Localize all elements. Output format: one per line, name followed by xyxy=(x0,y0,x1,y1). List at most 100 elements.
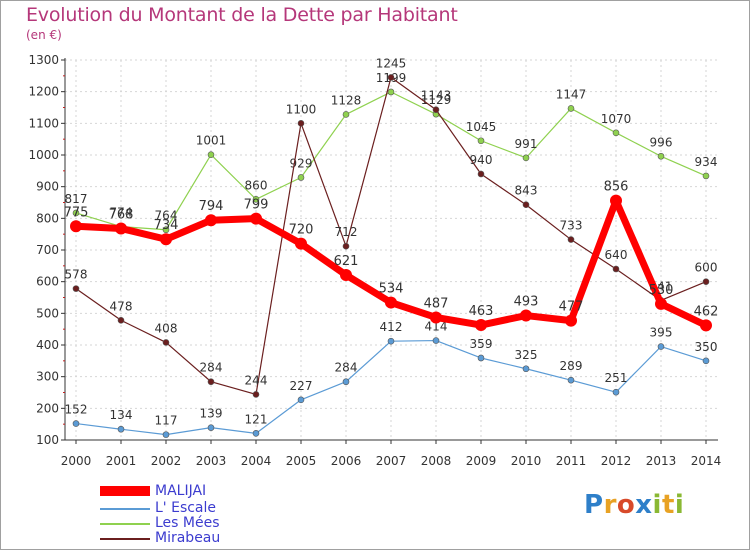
data-label-malijai: 463 xyxy=(469,304,494,319)
data-label-l-escale: 251 xyxy=(605,371,628,385)
logo-letter: i xyxy=(652,490,662,520)
y-tick-label: 1300 xyxy=(28,53,59,67)
data-point-mirabeau xyxy=(342,242,350,250)
data-label-malijai: 462 xyxy=(694,304,719,319)
data-point-l-escale xyxy=(162,431,170,438)
y-tick-label: 200 xyxy=(36,401,59,415)
data-point-l-escale xyxy=(612,388,620,396)
data-label-les-m-es: 1070 xyxy=(601,112,632,126)
x-tick-label: 2000 xyxy=(61,454,92,468)
data-label-l-escale: 325 xyxy=(515,348,538,362)
data-point-l-escale xyxy=(297,396,305,404)
data-label-malijai: 487 xyxy=(424,296,449,311)
x-tick-label: 2006 xyxy=(331,454,362,468)
data-label-l-escale: 227 xyxy=(290,379,313,393)
data-point-malijai xyxy=(70,220,82,233)
y-tick-label: 700 xyxy=(36,243,59,257)
data-point-malijai xyxy=(160,233,172,246)
data-point-mirabeau xyxy=(72,285,80,292)
data-point-malijai xyxy=(520,309,532,322)
data-point-l-escale xyxy=(117,425,125,433)
logo-letter: r xyxy=(603,490,617,520)
data-point-malijai xyxy=(475,319,487,332)
data-point-les-m-es xyxy=(657,152,665,160)
data-point-l-escale xyxy=(207,424,215,431)
data-point-les-m-es xyxy=(522,154,530,162)
legend-label-l-escale: L' Escale xyxy=(155,500,217,516)
data-point-les-m-es xyxy=(162,226,170,234)
data-label-l-escale: 359 xyxy=(470,337,493,351)
data-label-mirabeau: 1245 xyxy=(376,56,407,70)
chart-title: Evolution du Montant de la Dette par Hab… xyxy=(26,4,458,26)
y-tick-label: 400 xyxy=(36,338,59,352)
data-point-les-m-es xyxy=(387,88,395,96)
data-label-malijai: 621 xyxy=(334,254,359,269)
y-tick-label: 500 xyxy=(36,306,59,320)
data-point-l-escale xyxy=(657,343,665,350)
data-label-malijai: 493 xyxy=(514,295,539,310)
data-label-mirabeau: 940 xyxy=(470,153,493,167)
data-label-mirabeau: 578 xyxy=(65,268,88,282)
data-label-mirabeau: 244 xyxy=(245,373,268,387)
data-point-les-m-es xyxy=(342,111,350,118)
logo-letter: i xyxy=(674,490,685,520)
data-label-malijai: 794 xyxy=(199,199,224,214)
data-point-les-m-es xyxy=(702,172,710,180)
data-point-malijai xyxy=(250,212,262,225)
x-tick-label: 2012 xyxy=(601,454,632,468)
data-label-malijai: 775 xyxy=(64,205,89,220)
data-label-mirabeau: 1143 xyxy=(421,89,452,103)
data-label-malijai: 799 xyxy=(244,198,269,213)
x-tick-label: 2009 xyxy=(466,454,497,468)
x-tick-label: 2010 xyxy=(511,454,542,468)
data-label-l-escale: 414 xyxy=(425,320,448,334)
logo-letter: x xyxy=(635,490,653,520)
data-point-malijai xyxy=(700,319,712,332)
y-tick-label: 900 xyxy=(36,180,59,194)
y-tick-label: 1000 xyxy=(28,148,59,162)
data-label-malijai: 734 xyxy=(154,218,179,233)
data-label-mirabeau: 284 xyxy=(200,361,223,375)
data-point-mirabeau xyxy=(297,120,305,127)
data-label-malijai: 856 xyxy=(604,180,629,195)
data-point-mirabeau xyxy=(432,106,440,114)
data-point-malijai xyxy=(565,314,577,327)
x-tick-label: 2004 xyxy=(241,454,272,468)
data-label-mirabeau: 733 xyxy=(560,219,583,233)
legend-swatch-les-m-es xyxy=(100,523,150,525)
legend-label-les-m-es: Les Mées xyxy=(155,515,220,531)
data-label-mirabeau: 408 xyxy=(155,321,178,335)
x-tick-label: 2001 xyxy=(106,454,137,468)
x-tick-label: 2008 xyxy=(421,454,452,468)
x-tick-label: 2011 xyxy=(556,454,587,468)
data-point-malijai xyxy=(295,237,307,250)
data-label-malijai: 530 xyxy=(649,283,674,298)
data-label-l-escale: 117 xyxy=(155,414,178,428)
legend-swatch-mirabeau xyxy=(100,538,150,540)
data-label-l-escale: 289 xyxy=(560,359,583,373)
data-label-les-m-es: 817 xyxy=(65,192,88,206)
y-tick-label: 100 xyxy=(36,433,59,447)
data-label-mirabeau: 1100 xyxy=(286,102,317,116)
data-label-malijai: 477 xyxy=(559,300,584,315)
data-label-les-m-es: 996 xyxy=(650,135,673,149)
proxiti-logo: Proxiti xyxy=(584,490,684,520)
data-point-les-m-es xyxy=(477,137,485,145)
data-point-mirabeau xyxy=(612,265,620,273)
data-point-les-m-es xyxy=(297,174,305,181)
data-point-l-escale xyxy=(702,357,710,365)
legend-label-malijai: MALIJAI xyxy=(155,483,207,499)
data-label-les-m-es: 764 xyxy=(155,209,178,223)
data-point-l-escale xyxy=(477,354,485,362)
data-label-les-m-es: 860 xyxy=(245,178,268,192)
data-label-mirabeau: 640 xyxy=(605,248,628,262)
x-tick-label: 2014 xyxy=(691,454,722,468)
data-point-mirabeau xyxy=(702,278,710,285)
data-label-mirabeau: 600 xyxy=(695,261,718,275)
data-label-mirabeau: 712 xyxy=(335,225,358,239)
logo-letter: o xyxy=(616,490,636,520)
x-tick-label: 2013 xyxy=(646,454,677,468)
data-point-malijai xyxy=(430,311,442,324)
data-point-malijai xyxy=(115,222,127,235)
